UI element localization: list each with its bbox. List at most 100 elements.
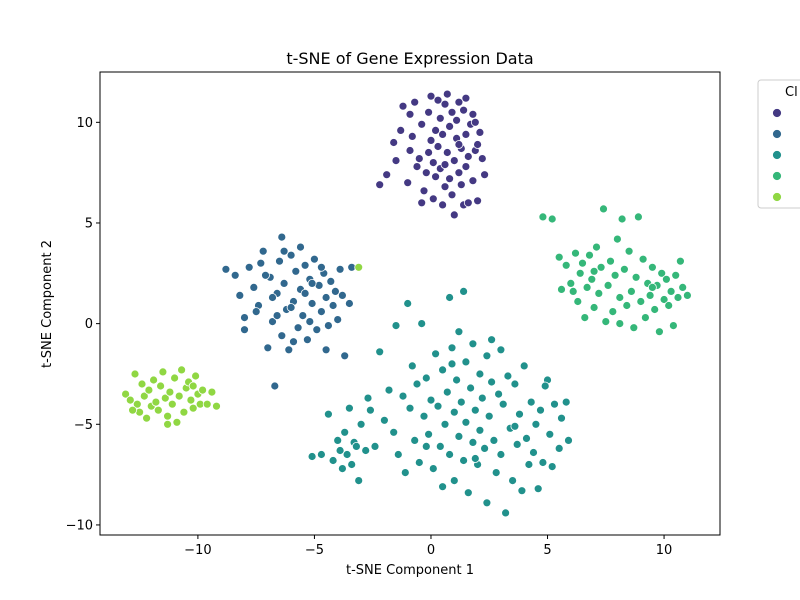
data-point <box>547 214 557 224</box>
data-point <box>370 441 380 451</box>
data-point <box>585 250 594 260</box>
data-point <box>487 335 497 345</box>
data-point <box>510 379 520 389</box>
data-point <box>655 327 664 337</box>
data-point <box>617 214 627 224</box>
data-point <box>403 299 413 308</box>
data-point <box>445 174 455 184</box>
data-point <box>438 129 448 139</box>
data-point <box>468 109 478 119</box>
data-point <box>344 403 354 413</box>
data-point <box>389 138 399 147</box>
data-point <box>456 397 466 407</box>
data-point <box>442 148 452 157</box>
data-point <box>620 264 629 274</box>
data-point <box>454 327 464 337</box>
data-point <box>337 290 347 300</box>
data-point <box>463 152 473 161</box>
data-point <box>496 345 506 355</box>
data-point <box>566 278 576 288</box>
data-point <box>396 125 406 135</box>
data-point <box>533 484 543 494</box>
data-point <box>244 262 254 272</box>
data-point <box>568 286 578 296</box>
data-point <box>412 162 422 172</box>
data-point <box>344 299 354 308</box>
data-point <box>461 417 471 427</box>
data-point <box>212 401 221 411</box>
data-point <box>316 262 326 272</box>
data-point <box>624 246 634 256</box>
data-point <box>321 345 331 355</box>
data-point <box>249 282 259 292</box>
data-point <box>321 293 331 302</box>
legend-marker <box>772 129 782 139</box>
data-point <box>172 417 182 427</box>
data-point <box>554 443 564 453</box>
data-point <box>589 266 599 276</box>
data-point <box>405 109 415 119</box>
data-point <box>251 307 261 317</box>
data-point <box>405 146 415 155</box>
data-point <box>240 325 249 335</box>
data-point <box>659 295 669 304</box>
data-point <box>174 391 184 401</box>
data-point <box>578 258 587 268</box>
data-point <box>421 373 431 383</box>
y-axis-ticks: −10 −5 0 5 10 <box>66 116 100 533</box>
data-point <box>470 454 480 463</box>
data-point <box>132 399 142 409</box>
legend: Cl <box>757 79 800 209</box>
y-tick-label: 0 <box>85 317 93 332</box>
data-point <box>538 458 548 467</box>
data-point <box>139 391 149 401</box>
data-point <box>480 170 490 180</box>
points-layer <box>121 89 692 518</box>
data-point <box>575 268 585 278</box>
data-point <box>629 323 639 333</box>
data-point <box>400 468 410 478</box>
data-point <box>631 272 641 282</box>
data-point <box>512 439 522 449</box>
data-point <box>375 180 385 190</box>
data-point <box>389 427 399 437</box>
data-point <box>508 476 517 486</box>
data-point <box>484 411 494 421</box>
data-point <box>307 452 317 461</box>
data-point <box>221 264 231 274</box>
data-point <box>163 419 173 429</box>
data-point <box>165 387 175 397</box>
data-point <box>664 301 674 310</box>
data-point <box>606 256 615 266</box>
data-point <box>557 284 566 294</box>
data-point <box>163 411 173 421</box>
legend-title: Cl <box>785 85 798 100</box>
data-point <box>330 286 340 296</box>
data-point <box>356 419 366 429</box>
legend-markers <box>772 108 782 202</box>
data-point <box>610 270 620 280</box>
data-point <box>351 441 361 451</box>
data-point <box>473 140 483 149</box>
data-point <box>419 411 429 421</box>
data-point <box>384 385 394 395</box>
data-point <box>403 178 413 188</box>
data-point <box>557 413 566 423</box>
data-point <box>489 435 499 445</box>
data-point <box>452 375 462 385</box>
data-point <box>149 375 159 385</box>
data-point <box>410 97 420 107</box>
data-point <box>417 119 427 129</box>
data-point <box>538 212 548 222</box>
data-point <box>496 450 506 459</box>
x-tick-label: 5 <box>543 543 551 558</box>
data-point <box>463 198 473 208</box>
data-point <box>433 95 443 105</box>
data-point <box>449 407 459 417</box>
data-point <box>361 446 371 455</box>
data-point <box>158 367 168 377</box>
data-point <box>414 154 424 164</box>
data-point <box>235 290 245 300</box>
data-point <box>289 337 298 347</box>
data-point <box>468 437 478 447</box>
